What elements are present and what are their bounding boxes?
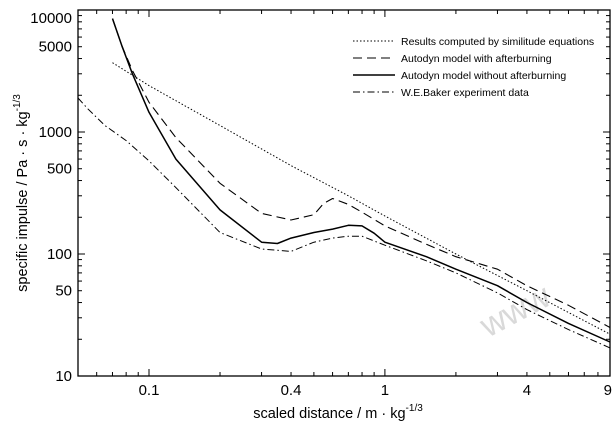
tick-labels-layer: 0.1 0.4 1 4 9 10 50 100 500 1000 5000 10000: [30, 10, 612, 399]
x-axis-title-text: scaled distance / m: [253, 406, 377, 422]
series-line-solid: [111, 18, 611, 343]
x-axis-title-unit: kg: [390, 406, 405, 422]
y-tick-label: 10000: [30, 10, 72, 27]
series-line-dotted: [112, 62, 611, 335]
x-tick-label: 4: [523, 382, 531, 399]
legend-label-baker: W.E.Baker experiment data: [401, 87, 529, 99]
x-tick-label: 0.1: [139, 382, 160, 399]
x-axis-title-exp: -1/3: [406, 403, 424, 414]
y-tick-label: 100: [47, 246, 72, 263]
y-axis-title-text: specific impulse / Pa: [15, 159, 31, 292]
y-axis-title-unit-s: s: [15, 140, 31, 147]
x-tick-label: 9: [604, 382, 612, 399]
legend-label-afterburning: Autodyn model with afterburning: [401, 53, 552, 65]
legend-label-similitude: Results computed by similitude equations: [401, 36, 594, 48]
ticks-layer: [77, 9, 611, 377]
y-axis-title-unit-kg: kg: [15, 111, 31, 126]
y-tick-label: 50: [55, 283, 72, 300]
legend: Results computed by similitude equations…: [353, 36, 594, 99]
y-tick-label: 5000: [39, 39, 72, 56]
x-tick-label: 1: [381, 382, 389, 399]
y-axis-title: specific impulse / Pa · s · kg-1/3: [12, 94, 31, 292]
series-line-dashdot: [77, 97, 611, 349]
x-tick-label: 0.4: [281, 382, 302, 399]
y-axis-title-exp: -1/3: [12, 94, 23, 112]
x-axis-title: scaled distance / m · kg-1/3: [253, 403, 423, 422]
y-tick-label: 500: [47, 161, 72, 178]
plot-frame: [77, 9, 611, 377]
series-line-dashed: [111, 18, 611, 328]
series-layer: [77, 18, 611, 349]
y-tick-label: 1000: [39, 124, 72, 141]
y-tick-label: 10: [55, 368, 72, 385]
legend-label-without-afterburning: Autodyn model without afterburning: [401, 70, 566, 82]
